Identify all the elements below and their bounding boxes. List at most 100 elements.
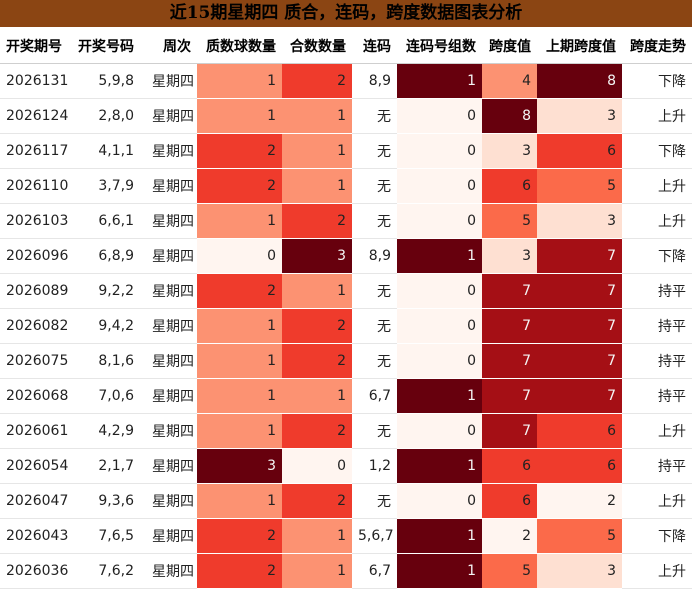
- column-header-period: 开奖期号: [0, 28, 72, 64]
- cell-weekday: 星期四: [140, 98, 197, 134]
- cell-composite-count: 3: [282, 238, 352, 274]
- cell-weekday: 星期四: [140, 273, 197, 309]
- cell-prev-span: 3: [537, 203, 622, 239]
- column-header-consec-groups: 连码号组数: [397, 28, 482, 64]
- column-header-prime-count: 质数球数量: [197, 28, 282, 64]
- cell-prime-count: 3: [197, 448, 282, 484]
- cell-consec-groups: 0: [397, 483, 482, 519]
- cell-weekday: 星期四: [140, 518, 197, 554]
- column-header-composite-count: 合数数量: [282, 28, 352, 64]
- cell-weekday: 星期四: [140, 168, 197, 204]
- table-row: 2026061 4,2,9 星期四 1 2 无 0 7 6 上升: [0, 413, 692, 449]
- table-body: 2026131 5,9,8 星期四 1 2 8,9 1 4 8 下降 2026124 2,8,0 星期四…: [0, 63, 692, 589]
- cell-weekday: 星期四: [140, 413, 197, 449]
- cell-composite-count: 1: [282, 518, 352, 554]
- cell-numbers: 4,1,1: [72, 133, 140, 169]
- cell-weekday: 星期四: [140, 343, 197, 379]
- cell-numbers: 9,2,2: [72, 273, 140, 309]
- cell-weekday: 星期四: [140, 63, 197, 99]
- cell-composite-count: 0: [282, 448, 352, 484]
- cell-consecutive: 无: [352, 343, 397, 379]
- cell-weekday: 星期四: [140, 308, 197, 344]
- cell-composite-count: 1: [282, 553, 352, 589]
- cell-consecutive: 5,6,7: [352, 518, 397, 554]
- cell-consecutive: 6,7: [352, 553, 397, 589]
- column-header-numbers: 开奖号码: [72, 28, 140, 64]
- cell-composite-count: 1: [282, 168, 352, 204]
- cell-prev-span: 7: [537, 378, 622, 414]
- cell-consecutive: 无: [352, 483, 397, 519]
- table-title: 近15期星期四 质合，连码，跨度数据图表分析: [0, 0, 692, 27]
- cell-weekday: 星期四: [140, 203, 197, 239]
- cell-span: 2: [482, 518, 537, 554]
- column-header-trend: 跨度走势: [622, 28, 692, 64]
- table-row: 2026110 3,7,9 星期四 2 1 无 0 6 5 上升: [0, 168, 692, 204]
- cell-period: 2026103: [0, 203, 72, 239]
- cell-period: 2026075: [0, 343, 72, 379]
- cell-weekday: 星期四: [140, 238, 197, 274]
- cell-period: 2026068: [0, 378, 72, 414]
- cell-period: 2026082: [0, 308, 72, 344]
- table-row: 2026068 7,0,6 星期四 1 1 6,7 1 7 7 持平: [0, 378, 692, 414]
- cell-numbers: 9,3,6: [72, 483, 140, 519]
- cell-span: 6: [482, 483, 537, 519]
- cell-trend: 上升: [622, 98, 692, 134]
- cell-consec-groups: 0: [397, 98, 482, 134]
- cell-consec-groups: 0: [397, 168, 482, 204]
- cell-prime-count: 2: [197, 133, 282, 169]
- cell-trend: 上升: [622, 413, 692, 449]
- cell-trend: 下降: [622, 133, 692, 169]
- cell-numbers: 9,4,2: [72, 308, 140, 344]
- cell-prime-count: 1: [197, 483, 282, 519]
- cell-period: 2026047: [0, 483, 72, 519]
- table-row: 2026047 9,3,6 星期四 1 2 无 0 6 2 上升: [0, 483, 692, 519]
- cell-weekday: 星期四: [140, 483, 197, 519]
- cell-prime-count: 2: [197, 273, 282, 309]
- cell-span: 7: [482, 378, 537, 414]
- cell-prime-count: 1: [197, 203, 282, 239]
- cell-weekday: 星期四: [140, 378, 197, 414]
- cell-prime-count: 0: [197, 238, 282, 274]
- cell-consecutive: 无: [352, 413, 397, 449]
- cell-prime-count: 1: [197, 63, 282, 99]
- cell-consec-groups: 1: [397, 448, 482, 484]
- column-header-span: 跨度值: [482, 28, 537, 64]
- cell-composite-count: 1: [282, 133, 352, 169]
- cell-consec-groups: 0: [397, 203, 482, 239]
- cell-consec-groups: 1: [397, 63, 482, 99]
- cell-span: 7: [482, 308, 537, 344]
- cell-prime-count: 2: [197, 518, 282, 554]
- cell-trend: 下降: [622, 63, 692, 99]
- cell-period: 2026110: [0, 168, 72, 204]
- cell-prime-count: 1: [197, 98, 282, 134]
- cell-weekday: 星期四: [140, 133, 197, 169]
- cell-prev-span: 3: [537, 98, 622, 134]
- cell-prev-span: 7: [537, 343, 622, 379]
- cell-span: 5: [482, 553, 537, 589]
- cell-consecutive: 8,9: [352, 63, 397, 99]
- cell-prev-span: 7: [537, 238, 622, 274]
- cell-period: 2026054: [0, 448, 72, 484]
- cell-prime-count: 1: [197, 413, 282, 449]
- cell-weekday: 星期四: [140, 448, 197, 484]
- table-row: 2026089 9,2,2 星期四 2 1 无 0 7 7 持平: [0, 273, 692, 309]
- cell-numbers: 6,8,9: [72, 238, 140, 274]
- cell-consecutive: 无: [352, 168, 397, 204]
- cell-composite-count: 2: [282, 483, 352, 519]
- cell-trend: 持平: [622, 273, 692, 309]
- cell-period: 2026117: [0, 133, 72, 169]
- cell-composite-count: 2: [282, 203, 352, 239]
- cell-composite-count: 1: [282, 273, 352, 309]
- cell-prime-count: 2: [197, 168, 282, 204]
- cell-prev-span: 7: [537, 308, 622, 344]
- cell-numbers: 5,9,8: [72, 63, 140, 99]
- cell-prime-count: 1: [197, 378, 282, 414]
- table-row: 2026036 7,6,2 星期四 2 1 6,7 1 5 3 上升: [0, 553, 692, 589]
- cell-span: 6: [482, 448, 537, 484]
- cell-trend: 上升: [622, 483, 692, 519]
- cell-prime-count: 1: [197, 308, 282, 344]
- cell-numbers: 4,2,9: [72, 413, 140, 449]
- cell-prev-span: 6: [537, 133, 622, 169]
- cell-prev-span: 3: [537, 553, 622, 589]
- cell-trend: 持平: [622, 448, 692, 484]
